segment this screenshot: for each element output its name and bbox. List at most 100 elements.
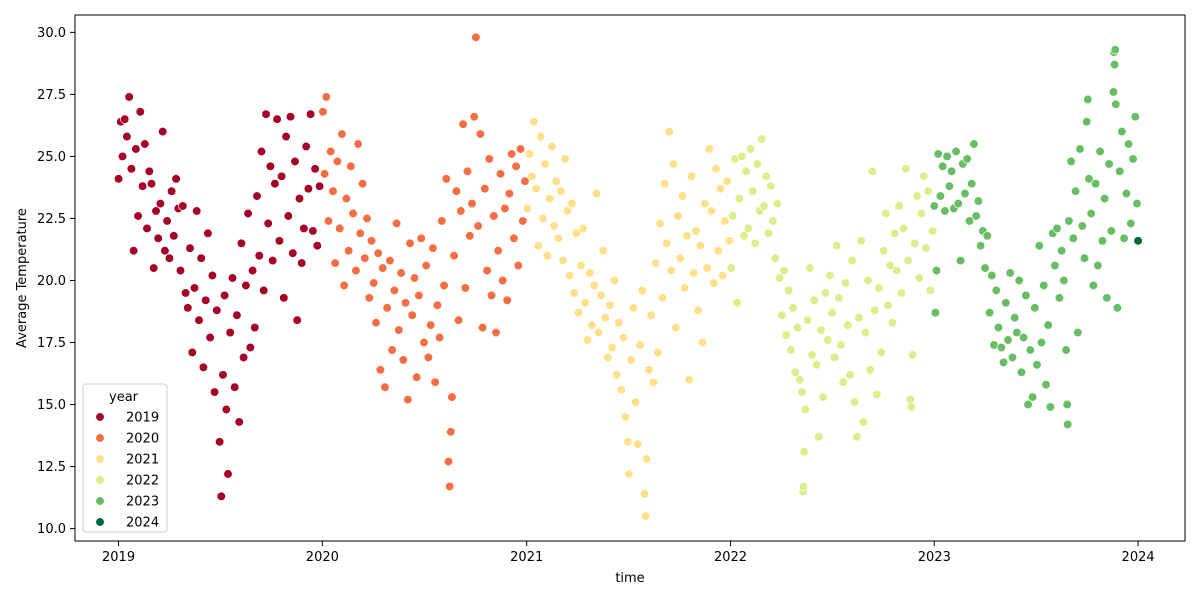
data-point <box>798 481 809 492</box>
data-point <box>768 216 778 226</box>
data-point <box>227 273 238 283</box>
data-point <box>441 174 451 184</box>
data-point <box>783 285 794 296</box>
data-point <box>149 263 159 273</box>
data-point <box>906 402 917 412</box>
data-point <box>247 265 258 276</box>
data-point <box>1112 303 1123 313</box>
data-point <box>414 290 424 301</box>
data-point <box>493 246 503 256</box>
x-tick-label: 2021 <box>510 550 543 565</box>
data-point <box>1027 392 1038 402</box>
data-point <box>142 223 152 234</box>
data-point <box>633 439 643 449</box>
data-point <box>364 293 374 303</box>
data-point <box>560 154 570 164</box>
data-point <box>709 278 719 288</box>
data-point <box>449 251 459 261</box>
data-point <box>697 337 708 348</box>
data-point <box>993 322 1004 333</box>
data-point <box>666 265 676 276</box>
data-point <box>308 226 318 236</box>
data-point <box>462 166 473 176</box>
y-tick-label: 10.0 <box>37 522 66 537</box>
data-point <box>648 377 659 387</box>
data-point <box>788 303 798 313</box>
data-point <box>987 270 997 281</box>
data-point <box>544 193 555 204</box>
data-point <box>779 265 789 276</box>
y-tick-label: 27.5 <box>37 88 66 103</box>
data-point <box>238 352 249 363</box>
data-point <box>445 481 455 492</box>
data-point <box>878 246 889 256</box>
data-point <box>531 184 541 194</box>
data-point <box>203 228 213 238</box>
x-tick-label: 2019 <box>102 550 135 565</box>
data-point <box>702 263 712 273</box>
data-point <box>369 278 379 288</box>
data-point <box>471 32 481 42</box>
data-point <box>969 139 979 149</box>
data-point <box>500 203 510 214</box>
y-tick-label: 20.0 <box>37 274 66 289</box>
data-point <box>219 290 230 301</box>
data-point <box>113 174 124 184</box>
data-point <box>196 253 206 263</box>
data-point <box>323 216 334 226</box>
data-point <box>128 246 139 256</box>
data-point <box>887 318 898 328</box>
data-point <box>616 385 626 395</box>
data-point <box>628 303 639 313</box>
data-point <box>1041 380 1051 390</box>
data-point <box>451 186 462 196</box>
data-point <box>614 318 624 328</box>
data-point <box>522 203 532 214</box>
data-point <box>303 184 314 194</box>
data-point <box>693 305 703 315</box>
points-layer <box>113 32 1143 521</box>
data-point <box>366 236 377 246</box>
data-point <box>515 144 526 154</box>
data-point <box>209 387 220 397</box>
data-point <box>183 303 193 313</box>
data-point <box>187 347 197 358</box>
data-point <box>153 233 163 243</box>
data-point <box>901 164 911 174</box>
data-point <box>540 159 550 169</box>
data-point <box>653 347 663 358</box>
data-point <box>221 404 231 415</box>
data-point <box>766 181 776 191</box>
data-point <box>565 270 575 281</box>
data-point <box>254 251 264 261</box>
data-point <box>396 268 406 278</box>
data-point <box>453 315 464 325</box>
data-point <box>1111 99 1121 109</box>
data-point <box>279 293 289 303</box>
data-point <box>838 377 848 387</box>
legend-box <box>82 383 168 533</box>
data-point <box>538 213 548 224</box>
data-point <box>854 313 864 323</box>
data-point <box>578 223 588 234</box>
data-point <box>216 491 226 501</box>
data-point <box>763 228 774 238</box>
data-point <box>657 293 668 303</box>
data-point <box>171 174 181 184</box>
data-point <box>996 342 1006 353</box>
data-point <box>230 382 240 392</box>
data-point <box>1030 303 1040 313</box>
data-point <box>265 161 276 171</box>
data-point <box>836 340 846 350</box>
data-point <box>214 437 225 447</box>
data-point <box>814 432 824 442</box>
data-point <box>1115 166 1125 176</box>
data-point <box>770 253 780 263</box>
data-point <box>467 198 477 209</box>
data-point <box>419 337 429 348</box>
x-axis-label: time <box>615 571 644 586</box>
data-point <box>635 340 645 350</box>
data-point <box>903 255 913 266</box>
data-point <box>567 198 577 209</box>
